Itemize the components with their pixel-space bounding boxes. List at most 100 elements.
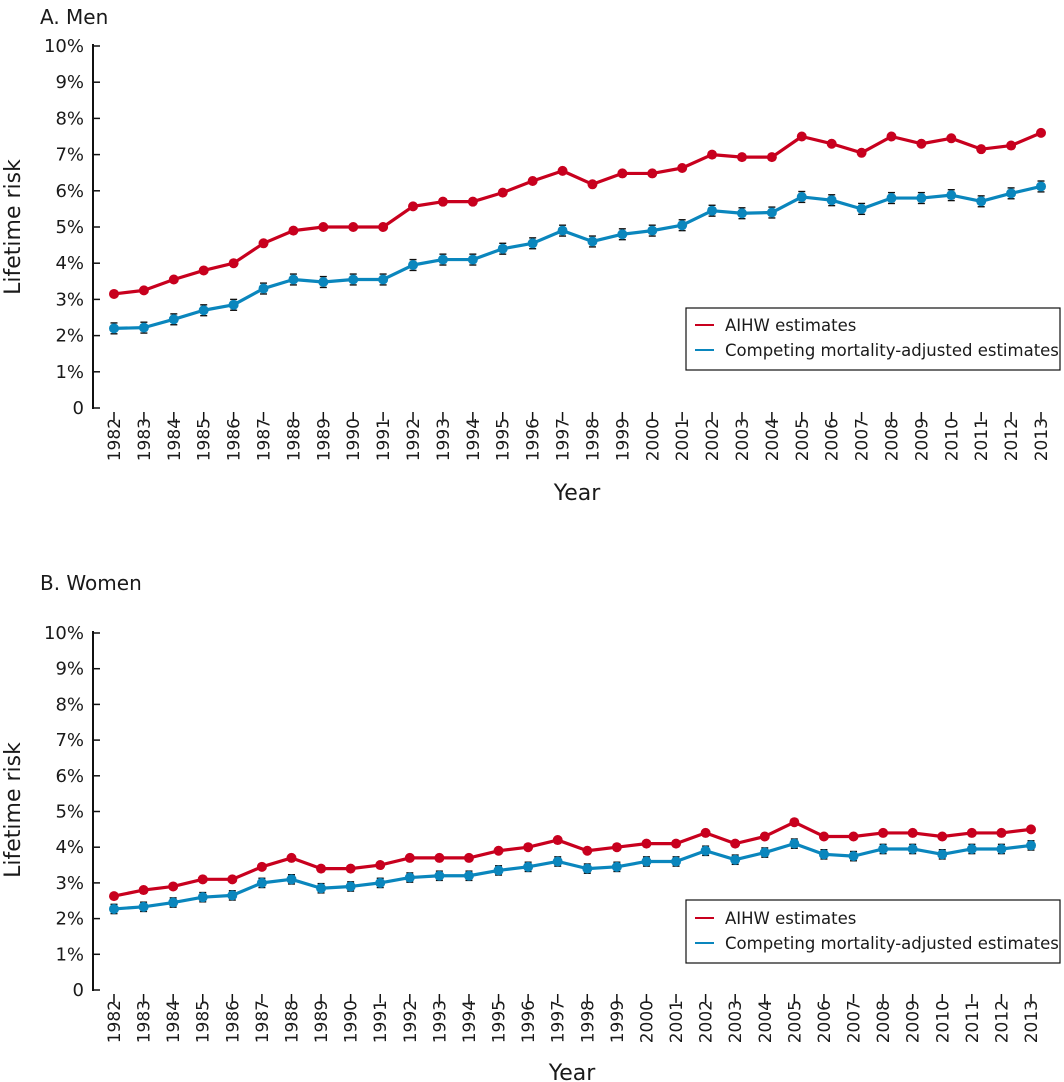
data-point xyxy=(258,283,269,294)
data-point xyxy=(168,897,179,908)
x-tick-label: 2003 xyxy=(726,1000,746,1043)
data-point xyxy=(527,176,538,187)
y-tick-label: 8% xyxy=(55,108,84,129)
series-aihw xyxy=(109,127,1046,299)
y-tick-label: 4% xyxy=(55,253,84,274)
legend: AIHW estimates Competing mortality-adjus… xyxy=(685,899,1061,964)
x-tick-label: 1991 xyxy=(374,418,394,461)
y-tick-label: 9% xyxy=(55,72,84,93)
x-tick-label: 2002 xyxy=(697,1000,717,1043)
x-tick-label: 1993 xyxy=(434,418,454,461)
x-tick-label: 2000 xyxy=(643,418,663,461)
data-point xyxy=(736,208,747,219)
x-tick-label: 1988 xyxy=(282,1000,302,1043)
x-tick-label: 2011 xyxy=(972,418,992,461)
y-tick-label: 7% xyxy=(55,145,84,166)
y-tick-label: 2% xyxy=(55,326,84,347)
data-point xyxy=(700,827,711,838)
y-tick-label: 10% xyxy=(44,36,84,57)
x-tick-label: 2012 xyxy=(1002,418,1022,461)
data-point xyxy=(848,831,859,842)
x-tick-label: 1986 xyxy=(223,1000,243,1043)
data-point xyxy=(907,843,918,854)
data-point xyxy=(256,861,267,872)
data-point xyxy=(197,892,208,903)
data-point xyxy=(345,863,356,874)
data-point xyxy=(966,827,977,838)
data-point xyxy=(647,225,658,236)
data-point xyxy=(611,861,622,872)
x-tick-label: 2002 xyxy=(703,418,723,461)
x-tick-label: 1996 xyxy=(519,1000,539,1043)
x-tick-label: 1998 xyxy=(578,1000,598,1043)
y-tick-label: 9% xyxy=(55,659,84,680)
data-point xyxy=(463,870,474,881)
data-point xyxy=(937,831,948,842)
panel-title: A. Men xyxy=(40,5,108,29)
data-point xyxy=(318,277,329,288)
data-point xyxy=(256,877,267,888)
data-point xyxy=(856,147,867,158)
panel-women: B. Women Lifetime risk Year AIHW estimat… xyxy=(1,571,1061,1082)
data-point xyxy=(378,274,389,285)
data-point xyxy=(138,285,149,296)
data-point xyxy=(617,229,628,240)
panel-men: A. Men Lifetime risk Year AIHW estimates… xyxy=(1,5,1061,506)
data-point xyxy=(197,874,208,885)
x-tick-label: 1993 xyxy=(430,1000,450,1043)
data-point xyxy=(937,849,948,860)
x-tick-label: 1999 xyxy=(613,418,633,461)
data-point xyxy=(493,845,504,856)
x-tick-label: 1987 xyxy=(253,1000,273,1043)
data-point xyxy=(286,874,297,885)
x-tick-label: 2005 xyxy=(793,418,813,461)
data-point xyxy=(818,849,829,860)
data-point xyxy=(316,883,327,894)
data-point xyxy=(641,838,652,849)
data-point xyxy=(227,874,238,885)
data-point xyxy=(736,152,747,163)
data-point xyxy=(109,323,119,334)
data-point xyxy=(1036,181,1046,192)
data-point xyxy=(375,860,386,871)
data-point xyxy=(467,196,478,207)
legend-label-aihw: AIHW estimates xyxy=(725,909,856,928)
x-tick-label: 1999 xyxy=(608,1000,628,1043)
x-tick-label: 1990 xyxy=(344,418,364,461)
x-tick-label: 1995 xyxy=(494,418,514,461)
data-point xyxy=(996,843,1007,854)
data-point xyxy=(818,831,829,842)
data-point xyxy=(463,852,474,863)
data-point xyxy=(109,903,119,914)
data-point xyxy=(138,322,149,333)
data-point xyxy=(1026,824,1036,835)
data-point xyxy=(966,843,977,854)
data-point xyxy=(497,243,508,254)
data-point xyxy=(523,861,534,872)
data-point xyxy=(582,845,593,856)
x-tick-label: 2001 xyxy=(673,418,693,461)
data-point xyxy=(730,838,741,849)
data-point xyxy=(557,165,568,176)
x-tick-label: 2003 xyxy=(733,418,753,461)
data-point xyxy=(227,890,238,901)
data-point xyxy=(907,827,918,838)
data-point xyxy=(700,845,711,856)
data-point xyxy=(789,838,800,849)
series-line xyxy=(113,842,1032,911)
x-tick-label: 2013 xyxy=(1022,1000,1042,1043)
x-tick-label: 2008 xyxy=(874,1000,894,1043)
x-tick-label: 1992 xyxy=(404,418,424,461)
y-tick-label: 0 xyxy=(73,398,84,419)
data-point xyxy=(677,220,688,231)
data-point xyxy=(408,201,419,212)
data-point xyxy=(759,831,770,842)
legend-label-adjusted: Competing mortality-adjusted estimates xyxy=(725,934,1059,953)
data-point xyxy=(557,225,568,236)
x-tick-label: 1987 xyxy=(255,418,275,461)
x-tick-label: 2004 xyxy=(763,418,783,461)
x-tick-label: 1989 xyxy=(312,1000,332,1043)
data-point xyxy=(258,238,269,249)
data-point xyxy=(228,258,239,269)
data-point xyxy=(671,838,682,849)
